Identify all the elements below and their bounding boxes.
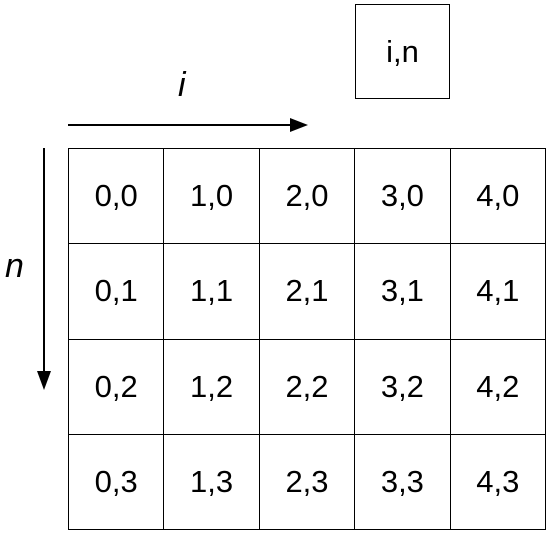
grid-cell: 1,0: [164, 149, 260, 245]
grid-cell: 3,3: [355, 434, 451, 530]
grid-cell: 1,3: [164, 434, 260, 530]
n-axis-arrowhead: [37, 371, 51, 390]
legend-label: i,n: [386, 33, 419, 69]
i-axis-arrowhead: [290, 118, 308, 132]
grid-cell: 0,0: [69, 149, 165, 245]
grid-cell: 4,0: [450, 149, 546, 245]
grid-cell: 1,1: [164, 244, 260, 340]
n-axis-label: n: [5, 247, 24, 285]
grid-cell: 4,1: [450, 244, 546, 340]
grid-cell: 3,2: [355, 339, 451, 435]
index-grid: 0,0 1,0 2,0 3,0 4,0 0,1 1,1 2,1 3,1 4,1 0,2 1,2 2,2 3…: [68, 148, 546, 530]
i-axis-label: i: [178, 66, 186, 104]
grid-cell: 2,2: [259, 339, 356, 435]
grid-cell: 1,2: [164, 339, 260, 435]
legend-box: i,n: [355, 4, 450, 99]
grid-cell: 4,3: [450, 434, 546, 530]
grid-cell: 0,1: [69, 244, 165, 340]
grid-cell: 3,0: [355, 149, 451, 245]
grid-cell: 2,3: [259, 434, 356, 530]
grid-cell: 3,1: [355, 244, 451, 340]
grid-cell: 2,0: [259, 149, 356, 245]
grid-cell: 0,3: [69, 434, 165, 530]
grid-cell: 4,2: [450, 339, 546, 435]
grid-cell: 2,1: [259, 244, 356, 340]
grid-cell: 0,2: [69, 339, 165, 435]
